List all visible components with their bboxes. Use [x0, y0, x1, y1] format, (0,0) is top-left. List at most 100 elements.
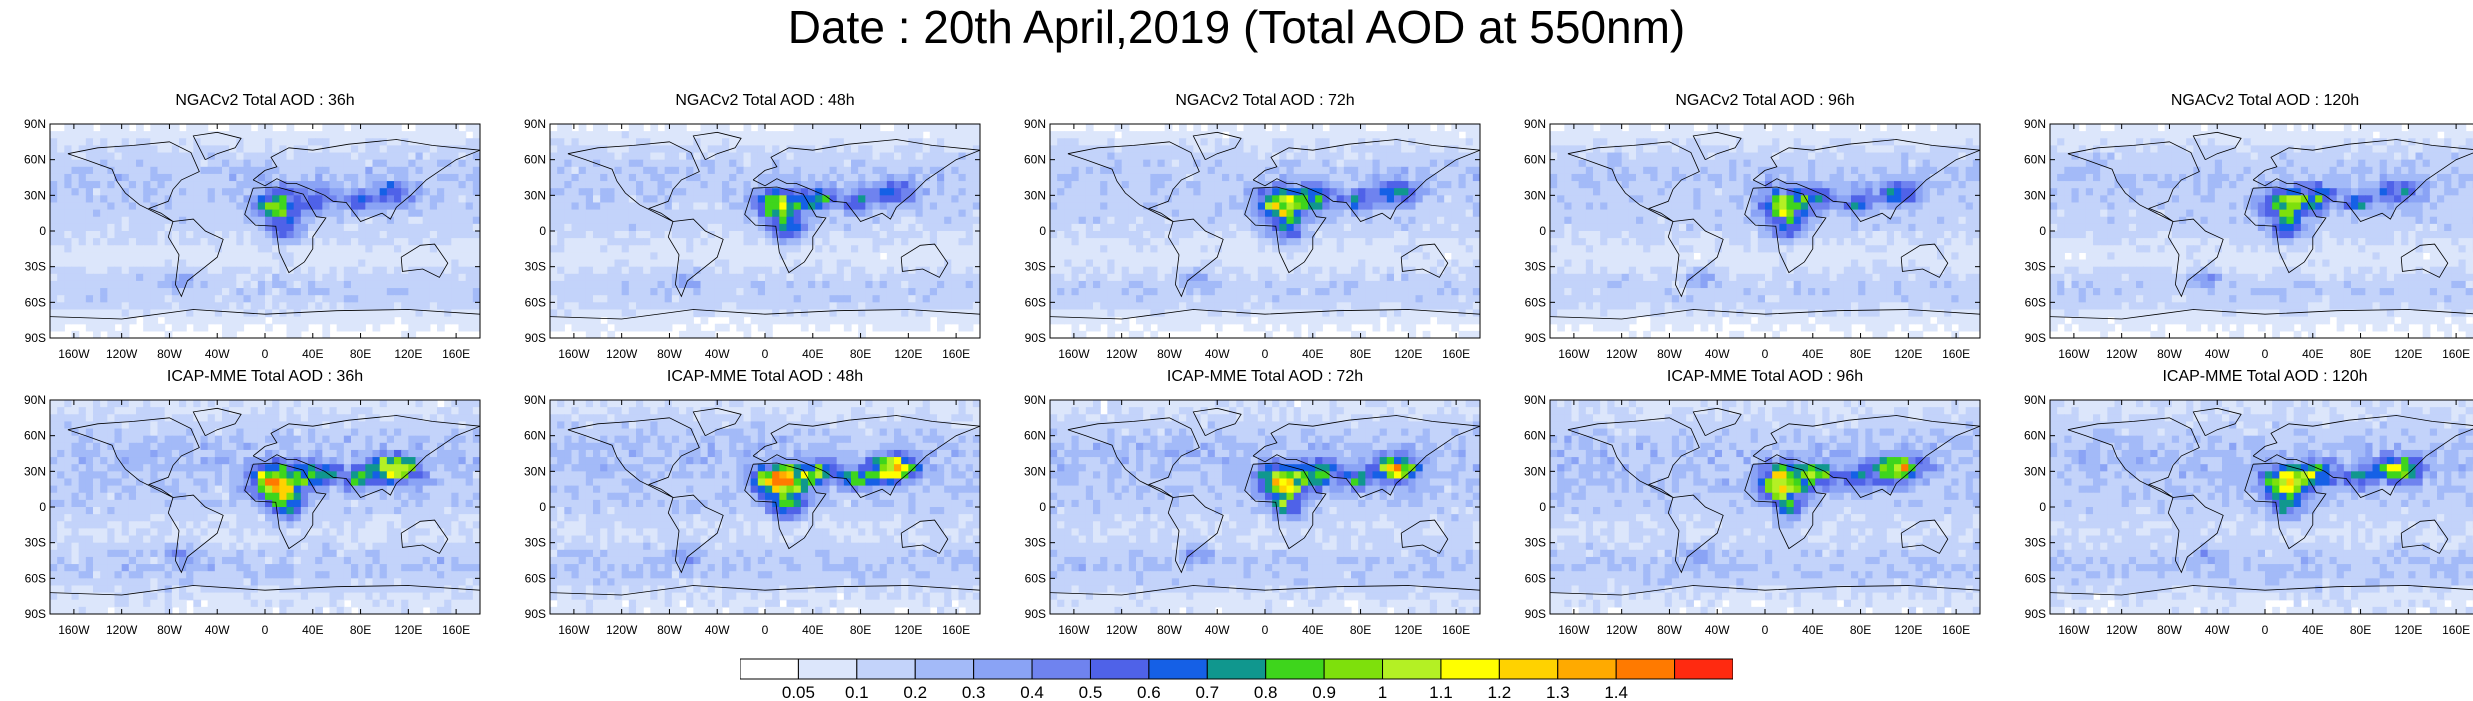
y-tick-label: 0	[539, 224, 546, 238]
aod-field	[2050, 400, 2473, 614]
x-tick-label: 80W	[1157, 347, 1182, 361]
x-tick-label: 80W	[2157, 347, 2182, 361]
y-tick-label: 90S	[25, 607, 46, 621]
x-tick-label: 80E	[1350, 347, 1371, 361]
x-tick-label: 120W	[106, 347, 138, 361]
x-tick-label: 160E	[442, 347, 470, 361]
x-tick-label: 120W	[606, 623, 638, 637]
colorbar-level-label: 0.2	[903, 683, 927, 700]
y-tick-label: 30N	[24, 188, 46, 202]
x-tick-label: 0	[1762, 623, 1769, 637]
y-tick-label: 90N	[524, 393, 546, 407]
x-tick-label: 120W	[106, 623, 138, 637]
aod-field	[1550, 400, 1980, 614]
x-tick-label: 40E	[1302, 347, 1323, 361]
x-tick-label: 160W	[558, 623, 590, 637]
x-tick-label: 120W	[1606, 623, 1638, 637]
x-tick-label: 40E	[2302, 623, 2323, 637]
coastlines	[2050, 131, 2473, 320]
x-tick-label: 40W	[1205, 347, 1230, 361]
colorbar-level-label: 0.4	[1020, 683, 1044, 700]
panel-title: ICAP-MME Total AOD : 72h	[1166, 368, 1364, 385]
x-tick-label: 160W	[58, 347, 90, 361]
aod-field	[1050, 124, 1480, 338]
aod-field	[50, 400, 480, 614]
y-tick-label: 0	[1539, 500, 1546, 514]
x-tick-label: 160W	[1558, 623, 1590, 637]
x-tick-label: 80E	[2350, 623, 2371, 637]
map-panel: NGACv2 Total AOD : 120h 90N 60N 30N 0 30S 60S 9…	[2010, 92, 2473, 361]
colorbar-level-label: 0.3	[962, 683, 986, 700]
x-tick-label: 120W	[2106, 623, 2138, 637]
y-tick-label: 60S	[525, 295, 546, 309]
panel-title: ICAP-MME Total AOD : 48h	[666, 368, 864, 385]
colorbar-swatch	[1615, 658, 1676, 680]
x-tick-label: 40E	[802, 347, 823, 361]
x-tick-label: 160E	[1442, 623, 1470, 637]
y-tick-label: 60N	[524, 153, 546, 167]
x-tick-label: 40E	[1802, 623, 1823, 637]
x-tick-label: 40E	[302, 347, 323, 361]
x-tick-label: 40E	[2302, 347, 2323, 361]
y-tick-label: 90S	[2025, 331, 2046, 345]
x-tick-label: 80E	[2350, 347, 2371, 361]
x-tick-label: 120W	[2106, 347, 2138, 361]
map-panel: NGACv2 Total AOD : 48h 90N 60N 30N 0 30S 60S 90…	[510, 92, 981, 361]
x-tick-label: 80W	[157, 623, 182, 637]
coastlines	[550, 407, 980, 596]
coastlines	[50, 131, 480, 320]
y-tick-label: 30N	[1524, 464, 1546, 478]
aod-map: 90N 60N 30N 0 30S 60S 90S 160W 120W 80W 40W 0 40E 80E…	[2024, 117, 2473, 361]
colorbar-swatch	[1674, 658, 1733, 680]
x-tick-label: 160W	[58, 623, 90, 637]
colorbar-swatch	[1498, 658, 1559, 680]
colorbar-swatch	[1557, 658, 1617, 680]
x-tick-label: 0	[762, 623, 769, 637]
x-tick-label: 120E	[394, 347, 422, 361]
aod-map: 90N 60N 30N 0 30S 60S 90S 160W 120W 80W 40W 0 40E 80E…	[524, 117, 981, 361]
aod-field	[2050, 124, 2473, 338]
x-tick-label: 40W	[1205, 623, 1230, 637]
y-tick-label: 60N	[1524, 153, 1546, 167]
x-tick-label: 40W	[705, 347, 730, 361]
map-panel: ICAP-MME Total AOD : 120h 90N 60N 30N 0 30S 60…	[2010, 368, 2473, 637]
panel-title: NGACv2 Total AOD : 72h	[1175, 92, 1355, 109]
y-tick-label: 60S	[1025, 571, 1046, 585]
colorbar-swatch	[797, 658, 858, 680]
panel-title: NGACv2 Total AOD : 36h	[175, 92, 355, 109]
x-tick-label: 120E	[2394, 347, 2422, 361]
panel-title: ICAP-MME Total AOD : 96h	[1666, 368, 1864, 385]
colorbar-level-label: 0.5	[1079, 683, 1103, 700]
aod-map: 90N 60N 30N 0 30S 60S 90S 160W 120W 80W 40W 0 40E 80E…	[1024, 393, 1481, 637]
x-tick-label: 120E	[1394, 623, 1422, 637]
y-tick-label: 90S	[1525, 331, 1546, 345]
panel-title: NGACv2 Total AOD : 48h	[675, 92, 855, 109]
x-tick-label: 160W	[2058, 623, 2090, 637]
colorbar-swatch	[1031, 658, 1091, 680]
x-tick-label: 120W	[1106, 623, 1138, 637]
y-tick-label: 30S	[525, 536, 546, 550]
x-tick-label: 120E	[394, 623, 422, 637]
y-tick-label: 60N	[1024, 429, 1046, 443]
x-tick-label: 160W	[558, 347, 590, 361]
colorbar-level-label: 0.1	[845, 683, 869, 700]
y-tick-label: 30S	[1025, 260, 1046, 274]
colorbar-swatch	[1265, 658, 1325, 680]
aod-map: 90N 60N 30N 0 30S 60S 90S 160W 120W 80W 40W 0 40E 80E…	[24, 117, 481, 361]
x-tick-label: 0	[2262, 347, 2269, 361]
x-tick-label: 80E	[1350, 623, 1371, 637]
y-tick-label: 0	[1539, 224, 1546, 238]
y-tick-label: 60S	[25, 295, 46, 309]
x-tick-label: 40W	[2205, 347, 2230, 361]
x-tick-label: 40E	[1302, 623, 1323, 637]
x-tick-label: 40W	[705, 623, 730, 637]
x-tick-label: 160E	[2442, 347, 2470, 361]
colorbar-level-label: 1.1	[1429, 683, 1453, 700]
map-panel: ICAP-MME Total AOD : 72h 90N 60N 30N 0 30S 60S…	[1010, 368, 1481, 637]
aod-map: 90N 60N 30N 0 30S 60S 90S 160W 120W 80W 40W 0 40E 80E…	[1524, 117, 1981, 361]
y-tick-label: 30S	[525, 260, 546, 274]
x-tick-label: 120W	[1606, 347, 1638, 361]
x-tick-label: 120W	[1106, 347, 1138, 361]
colorbar-swatch	[856, 658, 916, 680]
x-tick-label: 120E	[894, 347, 922, 361]
